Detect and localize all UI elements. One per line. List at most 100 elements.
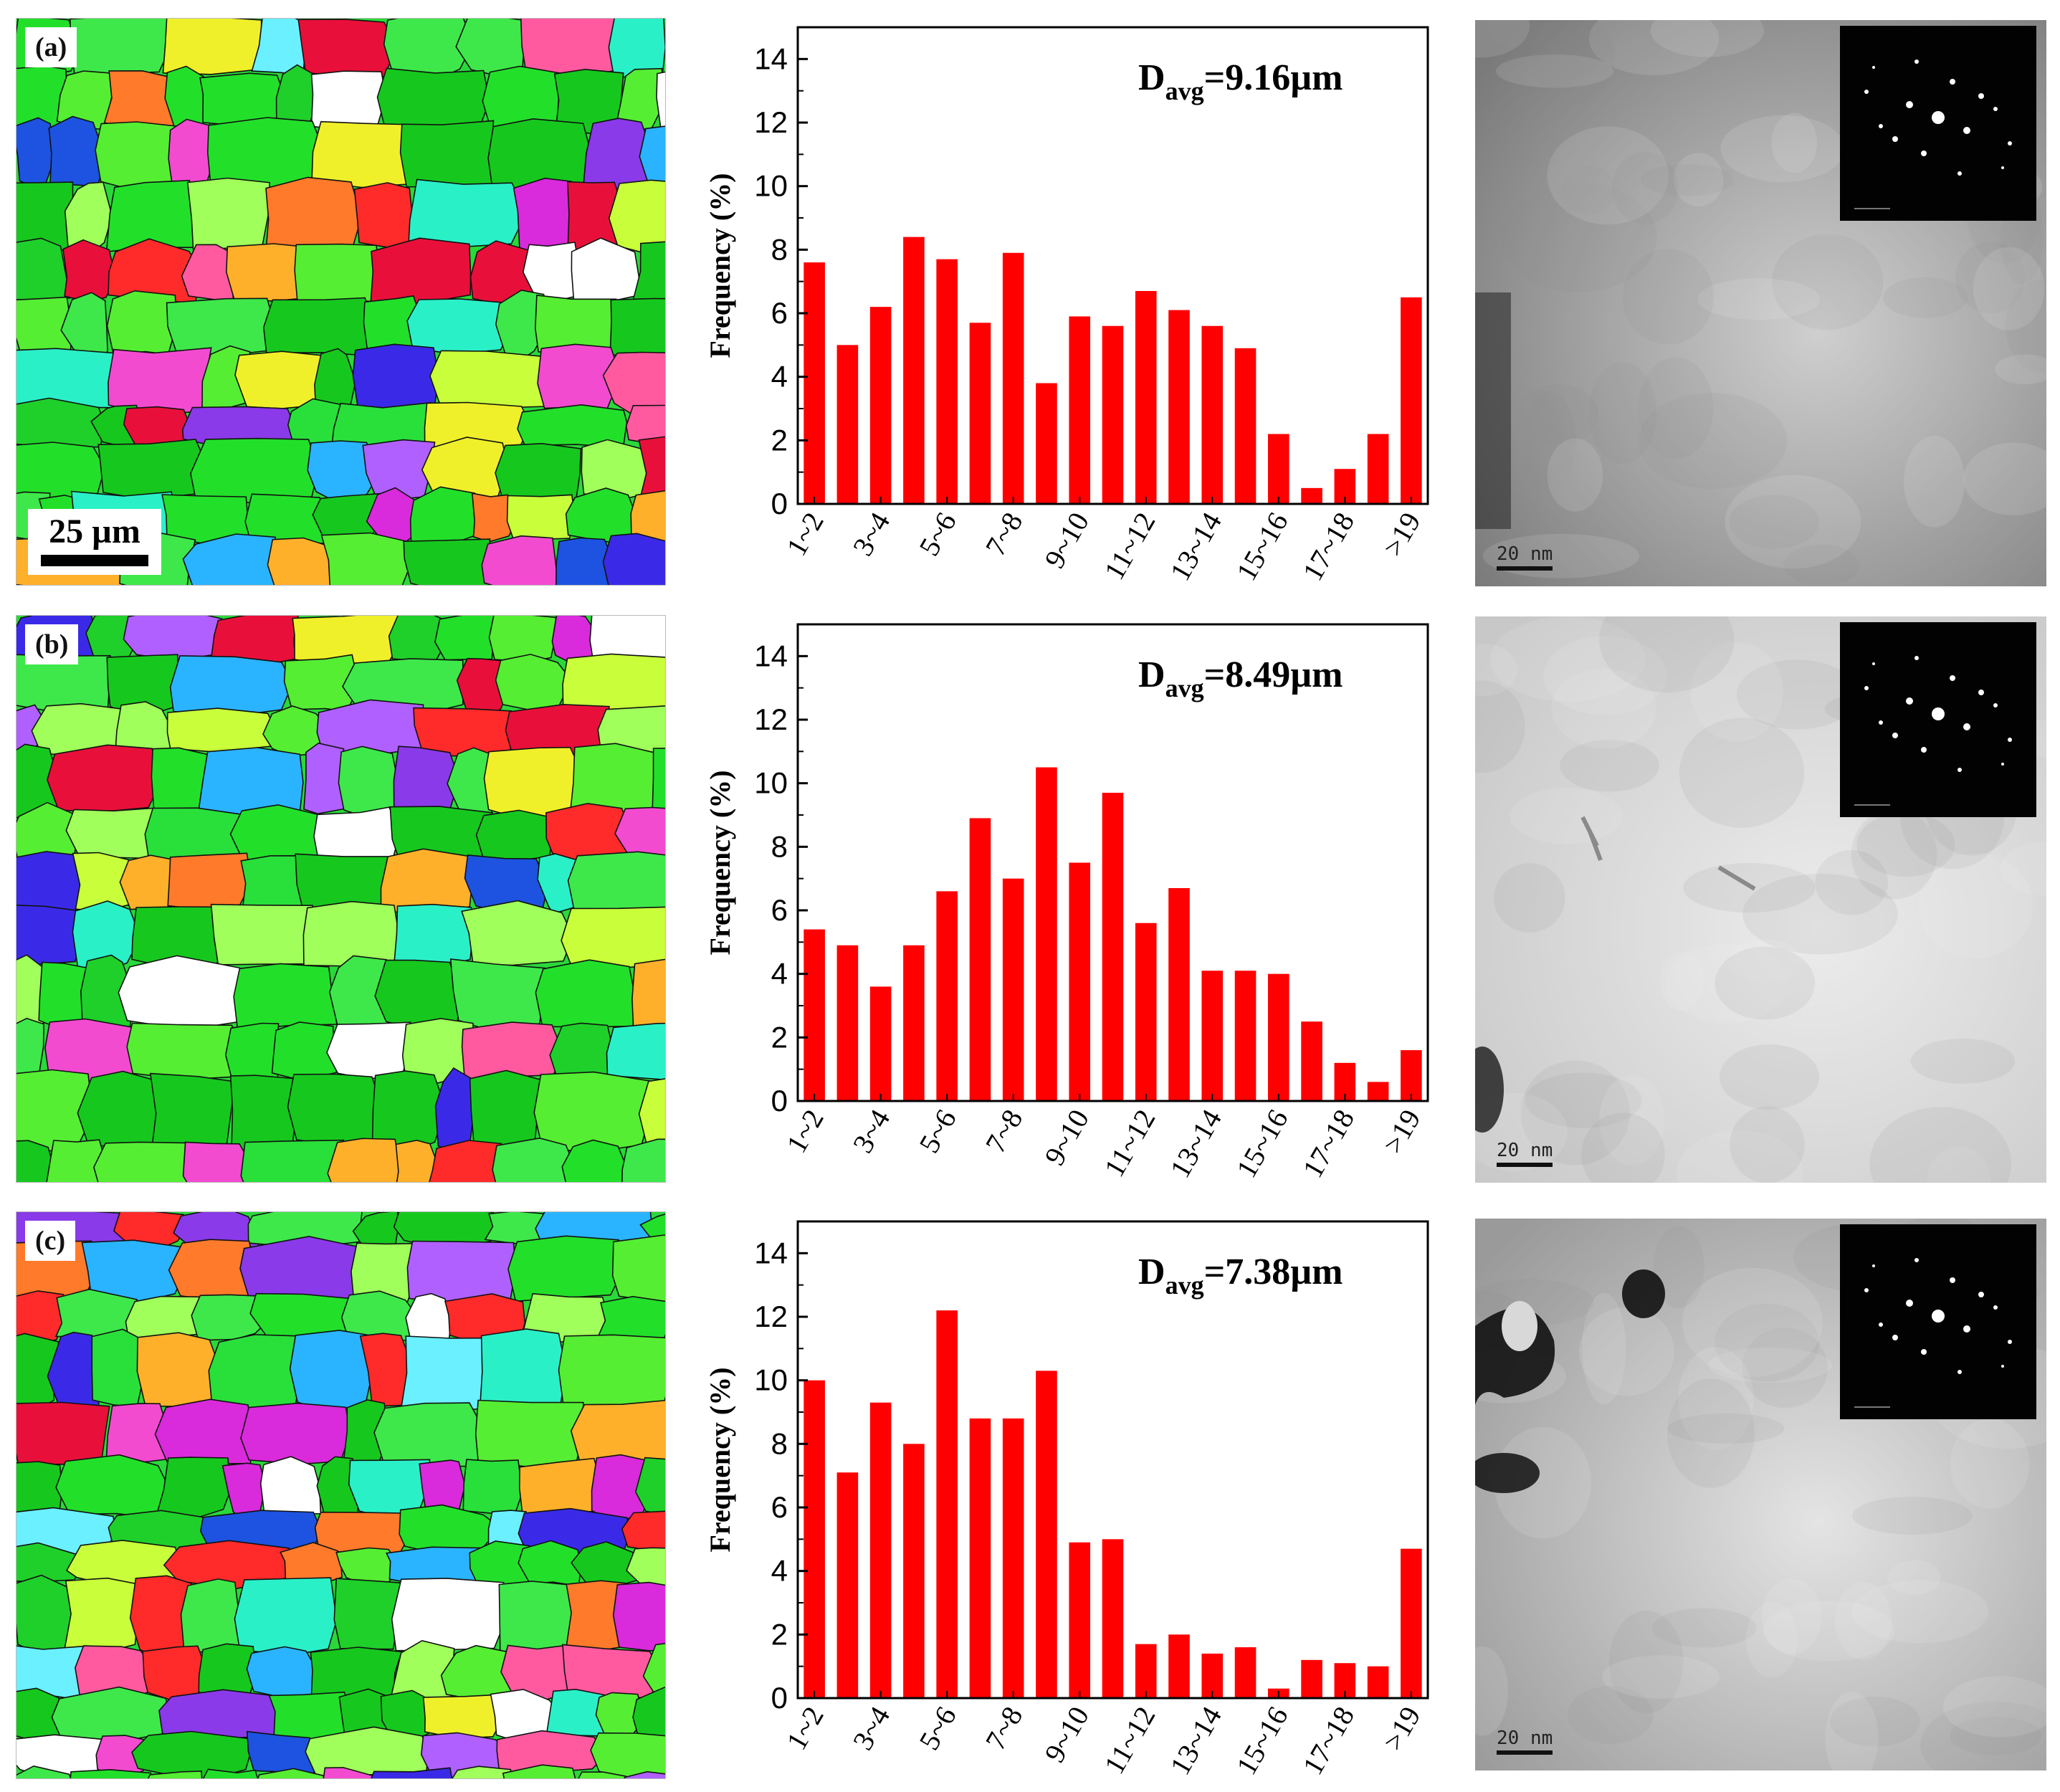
x-tick-label: 5~6 xyxy=(912,1701,963,1755)
histogram-c: 0 2 4 6 8 10 12 14 Frequency (%) 1~2 3~4 5~6 7~8 9~10… xyxy=(695,1209,1448,1782)
dark-feature xyxy=(1502,1301,1537,1351)
grain xyxy=(186,177,271,250)
grain xyxy=(370,237,472,305)
contrast-mottle xyxy=(1910,1038,2016,1084)
grain xyxy=(621,1510,665,1553)
grain xyxy=(502,1764,576,1778)
contrast-mottle xyxy=(1815,849,1889,915)
y-tick-label: 10 xyxy=(754,169,788,203)
contrast-mottle xyxy=(1651,1608,1757,1648)
histogram-bar xyxy=(1201,1653,1224,1698)
histogram-bar xyxy=(1367,1666,1389,1698)
diffraction-spot xyxy=(1932,707,1945,720)
panel-label: (c) xyxy=(25,1221,76,1261)
grain xyxy=(239,1236,362,1303)
contrast-mottle xyxy=(1761,1578,1822,1655)
grain xyxy=(123,616,223,661)
grain xyxy=(399,120,495,188)
tem-scale-label: 20 nm xyxy=(1497,1140,1553,1161)
grain xyxy=(69,19,174,75)
y-tick-label: 12 xyxy=(754,105,788,139)
contrast-mottle xyxy=(1715,946,1816,1020)
histogram-bar xyxy=(869,1402,892,1698)
grain xyxy=(631,958,665,1031)
saed-inset xyxy=(1840,622,2036,817)
diffraction-spot xyxy=(1963,127,1970,134)
grain xyxy=(506,494,576,545)
x-tick-label: 15~16 xyxy=(1230,1701,1294,1781)
grain xyxy=(555,537,618,585)
grain xyxy=(639,125,665,187)
histogram-bar xyxy=(836,945,859,1101)
contrast-mottle xyxy=(1638,393,1787,490)
grain xyxy=(373,1402,487,1467)
histogram-bar xyxy=(1102,325,1124,504)
dark-edge xyxy=(1475,292,1511,529)
x-tick-label: 11~12 xyxy=(1098,507,1162,585)
diffraction-spot xyxy=(2008,1340,2012,1344)
diffraction-spot xyxy=(1921,151,1927,156)
contrast-mottle xyxy=(1581,1112,1665,1183)
grain xyxy=(166,707,276,753)
diffraction-spot xyxy=(1906,1300,1913,1307)
diffraction-pattern xyxy=(1854,1258,2012,1408)
diffraction-spot xyxy=(1978,1292,1984,1297)
grain xyxy=(158,1689,280,1740)
grain xyxy=(626,1547,665,1592)
grain xyxy=(461,1021,563,1080)
x-tick-label: 13~14 xyxy=(1163,1104,1228,1183)
grain xyxy=(452,1765,512,1778)
grain xyxy=(246,1646,320,1701)
grain-orientation-map xyxy=(16,19,665,585)
diffraction-spot xyxy=(1872,66,1875,69)
grain xyxy=(16,1765,72,1778)
diffraction-spot xyxy=(1914,656,1919,660)
contrast-mottle xyxy=(1729,495,1819,549)
histogram-bar xyxy=(1301,1659,1322,1698)
histogram-bar xyxy=(1234,1647,1256,1698)
diffraction-spot xyxy=(1879,720,1883,725)
grain xyxy=(106,290,178,356)
contrast-mottle xyxy=(1834,1581,1892,1660)
contrast-mottle xyxy=(1486,20,1551,48)
diffraction-spot xyxy=(1892,136,1898,142)
grain xyxy=(496,1730,608,1775)
grain xyxy=(429,350,549,409)
grain xyxy=(380,848,477,916)
grain xyxy=(265,176,363,252)
contrast-mottle xyxy=(1676,1130,1803,1183)
grain xyxy=(167,852,252,911)
grain xyxy=(240,1139,345,1182)
x-tick-label: 7~8 xyxy=(979,1701,1029,1755)
contrast-mottle xyxy=(1852,1497,1973,1535)
saed-inset xyxy=(1840,26,2036,221)
diffraction-spot xyxy=(1950,79,1955,85)
contrast-mottle xyxy=(1927,1146,1991,1183)
diffraction-spot xyxy=(1993,107,1998,111)
grain xyxy=(63,1577,143,1654)
contrast-mottle xyxy=(1763,1601,1895,1662)
contrast-mottle xyxy=(1543,636,1667,715)
grain xyxy=(353,182,416,249)
grain xyxy=(652,748,665,811)
contrast-mottle xyxy=(1720,1044,1820,1110)
grain xyxy=(558,1334,665,1411)
grain xyxy=(91,1328,145,1408)
y-tick-label: 6 xyxy=(771,296,788,330)
grain xyxy=(280,1542,343,1588)
contrast-mottle xyxy=(1673,153,1724,207)
grain xyxy=(429,1140,502,1182)
contrast-mottle xyxy=(1955,242,2026,314)
grain xyxy=(624,1770,665,1778)
contrast-mottle xyxy=(1678,1347,1754,1450)
grain xyxy=(93,1141,200,1182)
contrast-mottle xyxy=(2000,841,2046,896)
contrast-mottle xyxy=(1942,1676,2046,1738)
grain xyxy=(210,903,315,966)
diffraction-spot xyxy=(1932,1310,1945,1322)
diffraction-spot xyxy=(1932,111,1945,124)
grain xyxy=(434,616,498,661)
diffraction-spot xyxy=(1921,1349,1927,1355)
scale-bar-line xyxy=(41,555,148,566)
grain xyxy=(383,19,474,82)
